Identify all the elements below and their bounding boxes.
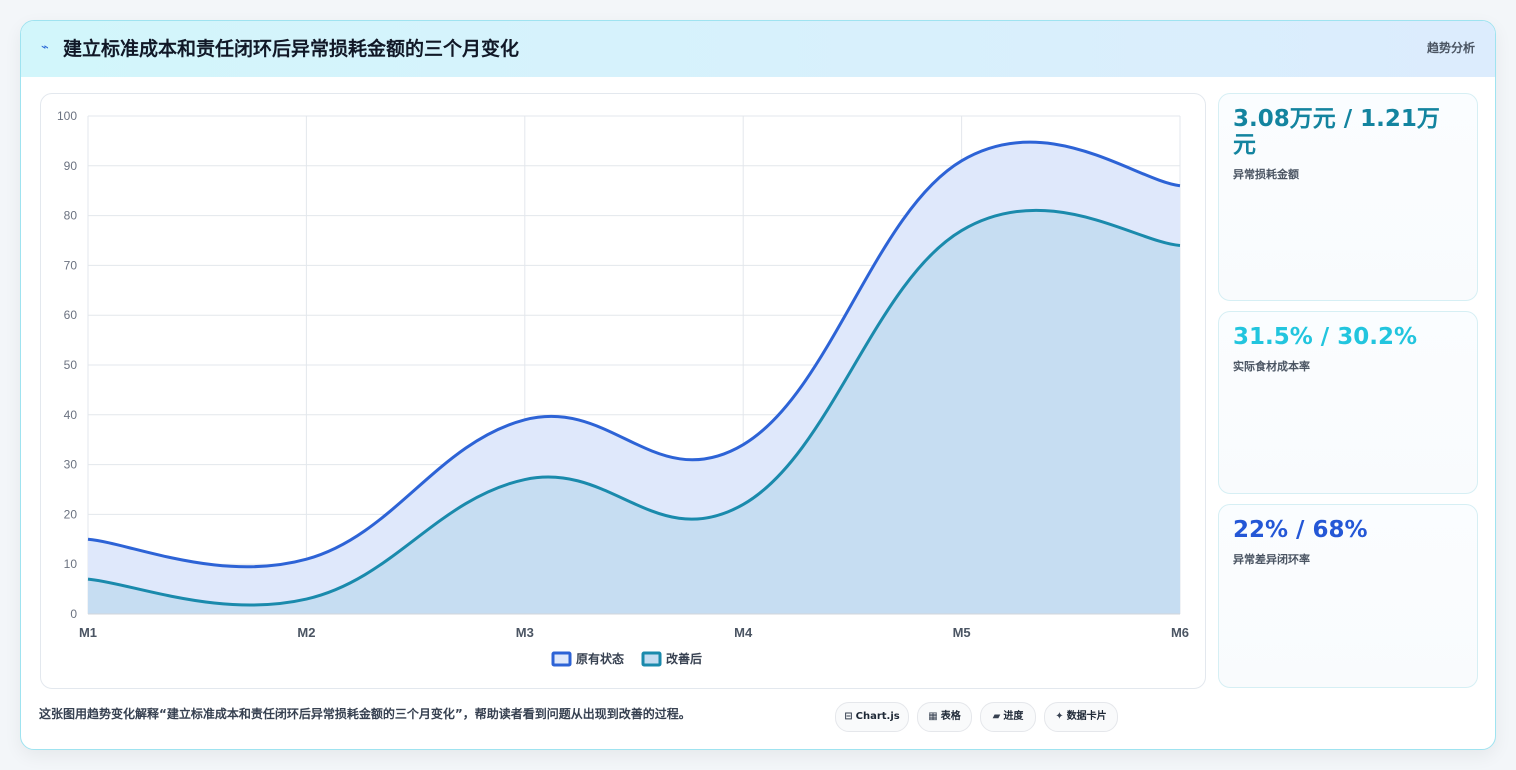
table-icon: ⊟ <box>844 711 853 722</box>
chip-chartjs[interactable]: ⊟ Chart.js <box>835 702 909 732</box>
x-tick-label: M3 <box>516 625 534 640</box>
legend-swatch <box>641 651 662 667</box>
sparkle-icon: ✦ <box>1055 711 1064 722</box>
stat-card-closure-rate: 22% / 68% 异常差异闭环率 <box>1218 504 1478 688</box>
stat-value: 31.5% / 30.2% <box>1233 324 1417 350</box>
grid-icon: ▦ <box>928 711 938 722</box>
series-line <box>87 208 1181 607</box>
card-header: ⌁ 建立标准成本和责任闭环后异常损耗金额的三个月变化 趋势分析 <box>21 21 1495 77</box>
y-tick-label: 100 <box>57 109 77 123</box>
x-tick-label: M4 <box>734 625 753 640</box>
x-tick-label: M6 <box>1171 625 1189 640</box>
series-area <box>88 210 1180 614</box>
y-tick-label: 40 <box>64 408 78 422</box>
y-tick-label: 60 <box>64 308 78 322</box>
chart-panel: 0 10 20 30 40 50 60 70 80 90 100 M1 M2 M3 M4 M5 M6 原有状态 改善… <box>40 93 1206 689</box>
y-tick-label: 30 <box>64 458 78 472</box>
stat-value: 3.08万元 / 1.21万元 <box>1233 106 1440 158</box>
legend-swatch <box>551 651 572 667</box>
y-tick-label: 90 <box>64 159 78 173</box>
legend-label: 改善后 <box>666 651 702 666</box>
chip-data-card[interactable]: ✦ 数据卡片 <box>1044 702 1118 732</box>
stat-label: 实际食材成本率 <box>1233 360 1310 373</box>
trend-tag: 趋势分析 <box>1426 41 1475 55</box>
x-tick-label: M1 <box>79 625 97 640</box>
y-tick-label: 70 <box>64 258 78 272</box>
stat-label: 异常差异闭环率 <box>1233 553 1310 566</box>
area-chart: 0 10 20 30 40 50 60 70 80 90 100 M1 M2 M3 M4 M5 M6 原有状态 改善… <box>57 109 1189 667</box>
stat-label: 异常损耗金额 <box>1233 168 1299 181</box>
page-title: 建立标准成本和责任闭环后异常损耗金额的三个月变化 <box>63 38 520 60</box>
chip-table[interactable]: ▦ 表格 <box>917 702 972 732</box>
y-tick-label: 0 <box>70 607 77 621</box>
x-tick-label: M2 <box>297 625 315 640</box>
y-tick-label: 20 <box>64 507 78 521</box>
legend-label: 原有状态 <box>576 651 624 666</box>
stat-value: 22% / 68% <box>1233 517 1368 543</box>
chip-progress[interactable]: ▰ 进度 <box>980 702 1036 732</box>
progress-icon: ▰ <box>992 711 1001 722</box>
stat-card-loss: 3.08万元 / 1.21万元 异常损耗金额 <box>1218 93 1478 301</box>
stat-card-cost-rate: 31.5% / 30.2% 实际食材成本率 <box>1218 311 1478 494</box>
y-tick-label: 80 <box>64 209 78 223</box>
y-tick-label: 50 <box>64 358 78 372</box>
report-card: ⌁ 建立标准成本和责任闭环后异常损耗金额的三个月变化 趋势分析 0 10 20 30 4… <box>20 20 1496 750</box>
x-tick-label: M5 <box>953 625 971 640</box>
chart-description: 这张图用趋势变化解释“建立标准成本和责任闭环后异常损耗金额的三个月变化”，帮助读… <box>39 707 691 721</box>
chart-line-icon: ⌁ <box>41 40 49 55</box>
series-line <box>87 140 1181 569</box>
y-tick-label: 10 <box>64 557 78 571</box>
